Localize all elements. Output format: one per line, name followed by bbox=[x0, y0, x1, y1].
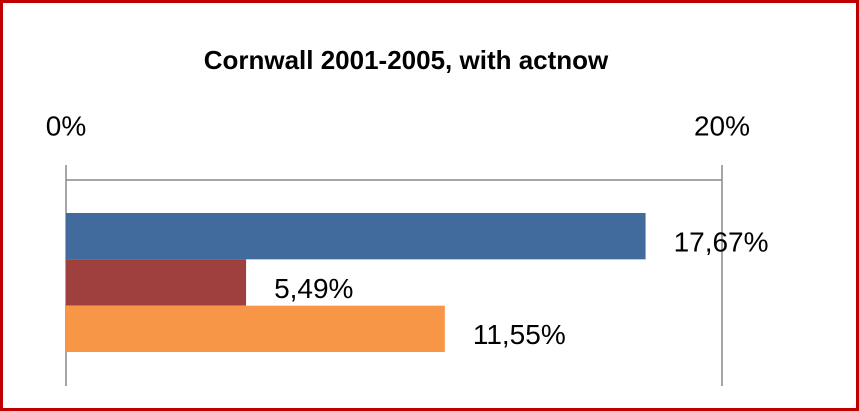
bar bbox=[66, 305, 445, 352]
value-label: 5,49% bbox=[274, 273, 353, 304]
x-tick-label: 20% bbox=[694, 110, 750, 141]
value-label: 11,55% bbox=[473, 319, 566, 350]
value-label: 17,67% bbox=[674, 227, 769, 258]
chart-title: Cornwall 2001-2005, with actnow bbox=[204, 45, 609, 75]
bar bbox=[66, 259, 247, 306]
x-tick-label: 0% bbox=[46, 110, 86, 141]
bar bbox=[66, 213, 646, 260]
